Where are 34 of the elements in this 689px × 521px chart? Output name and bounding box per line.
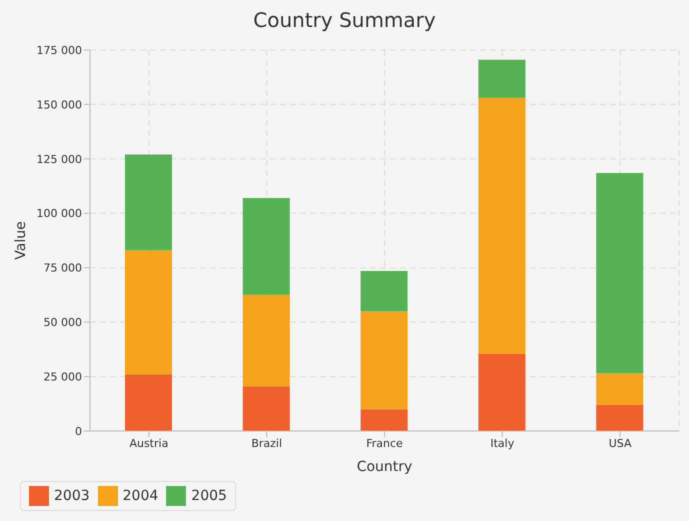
legend-label: 2003 [53, 487, 90, 506]
y-tick-label: 150 000 [36, 98, 82, 112]
y-tick-label: 175 000 [36, 44, 82, 57]
bar [478, 354, 526, 431]
bar [478, 98, 526, 354]
chart-title: Country Summary [252, 7, 437, 34]
bar [242, 198, 290, 295]
x-tick-label: Italy [490, 436, 515, 450]
bar [360, 409, 408, 431]
bar [596, 173, 644, 374]
bar [242, 386, 290, 431]
bar [242, 294, 290, 386]
bar [596, 404, 644, 431]
y-tick-label: 100 000 [36, 207, 82, 220]
bar [360, 270, 408, 312]
x-tick-label: Austria [129, 436, 168, 450]
bar [125, 250, 172, 374]
x-axis-title: Country [356, 459, 412, 475]
y-axis-title: Value [12, 221, 29, 260]
y-tick-label: 125 000 [36, 152, 82, 166]
legend-label: 2005 [190, 487, 227, 506]
bar [125, 154, 172, 250]
y-tick-label: 75 000 [44, 262, 82, 275]
bar [360, 311, 408, 410]
bar [478, 60, 526, 98]
legend-label: 2004 [122, 487, 158, 506]
bar [125, 374, 172, 431]
x-tick-label: USA [608, 436, 632, 450]
y-tick-label: 25 000 [44, 370, 82, 384]
y-tick-label: 0 [75, 424, 82, 438]
x-tick-label: Brazil [251, 436, 282, 450]
bar [596, 373, 644, 405]
y-tick-label: 50 000 [44, 316, 82, 330]
x-tick-label: France [366, 436, 404, 450]
